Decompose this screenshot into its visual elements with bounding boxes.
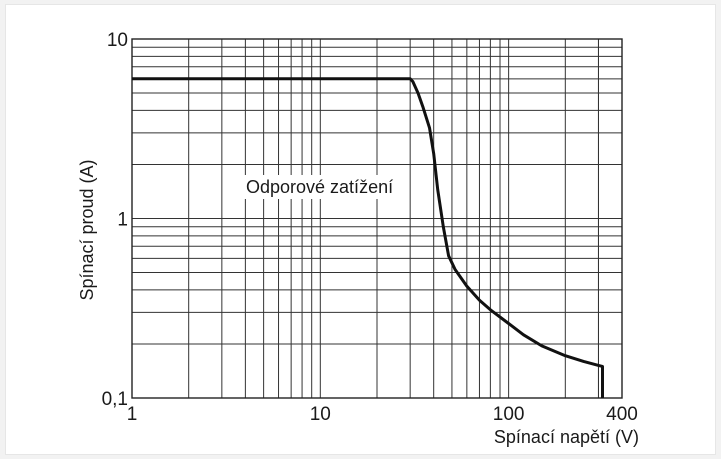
x-tick-label: 400 <box>606 404 638 425</box>
grid <box>132 39 622 398</box>
series-line-0 <box>132 77 604 398</box>
series-layer <box>132 77 604 398</box>
y-tick-label: 1 <box>117 210 128 231</box>
annotation-label: Odporové zatížení <box>246 177 393 197</box>
x-tick-label: 100 <box>493 404 525 425</box>
y-tick-labels: 0,1 1 10 <box>102 30 128 410</box>
x-tick-labels: 1 10 100 400 <box>127 404 638 425</box>
y-tick-label: 10 <box>107 30 128 51</box>
plot-border <box>131 38 623 399</box>
y-tick-label: 0,1 <box>102 389 128 410</box>
y-axis-label: Spínací proud (A) <box>77 159 97 300</box>
x-tick-label: 10 <box>310 404 331 425</box>
x-axis-label: Spínací napětí (V) <box>494 427 639 447</box>
x-tick-label: 1 <box>127 404 138 425</box>
annotation-background <box>242 175 398 199</box>
